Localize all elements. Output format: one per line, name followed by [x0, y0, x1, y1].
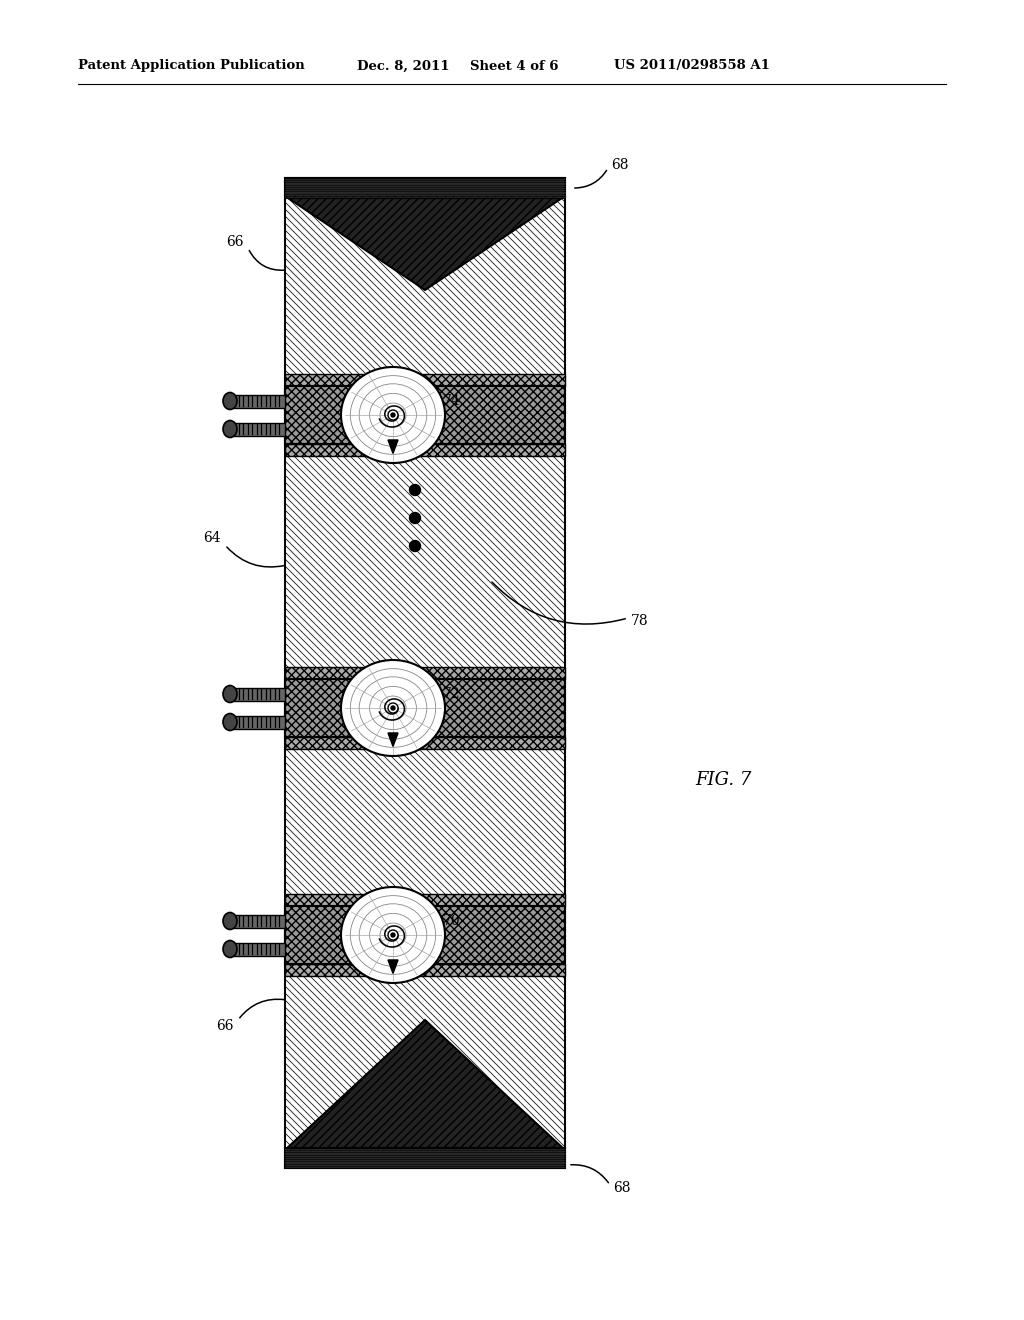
Circle shape — [391, 933, 395, 937]
Ellipse shape — [223, 714, 237, 730]
Bar — [285, 737, 565, 748]
Bar — [230, 942, 285, 956]
Text: 78: 78 — [631, 614, 648, 628]
Ellipse shape — [223, 685, 237, 702]
Text: 68: 68 — [613, 1181, 631, 1195]
Bar — [285, 964, 565, 975]
Bar — [285, 374, 565, 385]
Ellipse shape — [223, 940, 237, 957]
Bar — [285, 737, 565, 748]
Text: 64: 64 — [203, 531, 220, 545]
Circle shape — [388, 704, 398, 713]
Ellipse shape — [341, 367, 445, 463]
Circle shape — [391, 413, 395, 417]
Ellipse shape — [341, 660, 445, 756]
Text: 66: 66 — [226, 235, 244, 249]
Bar — [285, 678, 565, 737]
Bar — [285, 374, 565, 385]
Text: Dec. 8, 2011: Dec. 8, 2011 — [357, 59, 450, 73]
Circle shape — [410, 484, 421, 495]
Bar — [285, 385, 565, 444]
Bar — [230, 915, 285, 928]
Bar — [285, 894, 565, 906]
Ellipse shape — [223, 912, 237, 929]
Text: 68: 68 — [611, 158, 629, 172]
Bar — [285, 178, 565, 1168]
Bar — [285, 906, 565, 964]
Bar — [285, 444, 565, 455]
Text: 72: 72 — [443, 686, 461, 701]
Bar — [285, 964, 565, 975]
Bar — [285, 385, 565, 444]
Text: Sheet 4 of 6: Sheet 4 of 6 — [470, 59, 558, 73]
Bar — [285, 906, 565, 964]
Text: US 2011/0298558 A1: US 2011/0298558 A1 — [614, 59, 770, 73]
Bar — [285, 444, 565, 455]
Ellipse shape — [223, 421, 237, 437]
Bar — [285, 667, 565, 678]
Bar — [285, 1148, 565, 1168]
Text: 66: 66 — [216, 1019, 233, 1034]
Ellipse shape — [223, 392, 237, 409]
Circle shape — [388, 411, 398, 420]
Polygon shape — [388, 440, 398, 453]
Bar — [230, 422, 285, 436]
Text: 74: 74 — [443, 393, 461, 408]
Bar — [230, 688, 285, 701]
Bar — [230, 395, 285, 408]
Text: FIG. 7: FIG. 7 — [695, 771, 752, 789]
Circle shape — [391, 706, 395, 710]
Text: Patent Application Publication: Patent Application Publication — [78, 59, 305, 73]
Polygon shape — [285, 1020, 565, 1150]
Circle shape — [410, 540, 421, 552]
Bar — [285, 894, 565, 906]
Circle shape — [388, 931, 398, 940]
Polygon shape — [388, 733, 398, 746]
Bar — [285, 667, 565, 678]
Polygon shape — [388, 960, 398, 973]
Bar — [285, 178, 565, 198]
Text: 70: 70 — [443, 913, 461, 928]
Polygon shape — [285, 195, 565, 290]
Bar — [230, 715, 285, 729]
Bar — [285, 678, 565, 737]
Ellipse shape — [341, 887, 445, 983]
Circle shape — [410, 512, 421, 524]
